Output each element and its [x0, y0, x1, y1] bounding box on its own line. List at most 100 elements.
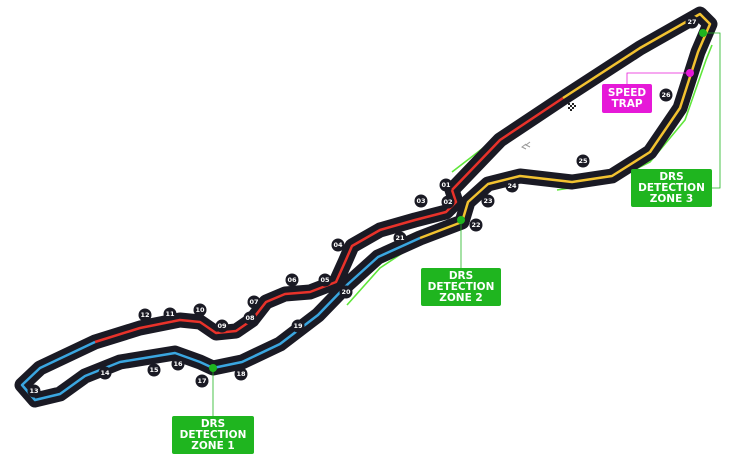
turn-marker-01: 01 — [439, 178, 453, 192]
turn-marker-circle — [331, 238, 345, 252]
turn-marker-circle — [659, 88, 673, 102]
speed-trap-point — [686, 69, 694, 77]
turn-marker-12: 12 — [138, 308, 152, 322]
turn-marker-circle — [291, 319, 305, 333]
turn-marker-17: 17 — [195, 374, 209, 388]
track-outline — [14, 6, 718, 408]
turn-marker-circle — [215, 319, 229, 333]
turn-number: 06 — [287, 276, 297, 284]
turn-number: 01 — [441, 181, 451, 189]
turn-number: 10 — [195, 306, 205, 314]
turn-number: 17 — [197, 377, 206, 385]
turn-marker-10: 10 — [193, 303, 207, 317]
turn-marker-circle — [393, 231, 407, 245]
drs-detection-zone-2-label: DRS DETECTION ZONE 2 — [421, 268, 501, 306]
turn-number: 14 — [100, 369, 110, 377]
drs-3-leader — [703, 32, 721, 189]
turn-marker-20: 20 — [339, 285, 353, 299]
turn-marker-03: 03 — [414, 194, 428, 208]
turn-marker-19: 19 — [291, 319, 305, 333]
label-line: SPEED — [607, 86, 647, 99]
label-line: DRS — [448, 269, 474, 282]
turn-number: 05 — [320, 276, 330, 284]
turn-marker-circle — [27, 384, 41, 398]
turn-marker-25: 25 — [576, 154, 590, 168]
turn-marker-05: 05 — [318, 273, 332, 287]
label-line: ZONE 3 — [649, 192, 694, 205]
turn-marker-04: 04 — [331, 238, 345, 252]
turn-marker-circle — [441, 195, 455, 209]
drs-detection-zone-3-label: DRS DETECTION ZONE 3 — [631, 169, 712, 207]
turn-marker-16: 16 — [171, 357, 185, 371]
turn-marker-circle — [193, 303, 207, 317]
sector-1-line — [94, 189, 458, 344]
turn-number: 15 — [149, 366, 159, 374]
turn-number: 21 — [395, 234, 405, 242]
turn-marker-07: 07 — [247, 295, 261, 309]
sector-1-line-straight — [451, 96, 564, 191]
callout-leader-lines — [209, 29, 721, 416]
turn-marker-22: 22 — [469, 218, 483, 232]
drs-detection-zone-1-label: DRS DETECTION ZONE 1 — [172, 416, 254, 454]
turn-marker-circle — [234, 367, 248, 381]
drs-1-detection-point — [209, 364, 217, 372]
turn-marker-02: 02 — [441, 195, 455, 209]
turn-marker-09: 09 — [215, 319, 229, 333]
turn-marker-24: 24 — [505, 179, 519, 193]
label-line: DETECTION — [179, 428, 247, 441]
turn-number: 20 — [341, 288, 351, 296]
turn-marker-06: 06 — [285, 273, 299, 287]
turn-number: 11 — [165, 310, 175, 318]
turn-marker-circle — [481, 194, 495, 208]
turn-number: 27 — [687, 18, 696, 26]
speed-trap-leader — [626, 72, 690, 84]
turn-marker-08: 08 — [243, 311, 257, 325]
turn-number: 04 — [333, 241, 343, 249]
turn-marker-circle — [163, 307, 177, 321]
speed-trap-label: SPEED TRAP — [602, 84, 652, 113]
turn-number: 18 — [236, 370, 246, 378]
turn-number: 24 — [507, 182, 517, 190]
turn-number: 19 — [293, 322, 303, 330]
turn-marker-26: 26 — [659, 88, 673, 102]
label-line: DETECTION — [427, 280, 495, 293]
turn-marker-circle — [505, 179, 519, 193]
chequered-flag-icon — [568, 103, 576, 111]
turn-number: 08 — [245, 314, 255, 322]
turn-marker-circle — [685, 15, 699, 29]
turn-marker-23: 23 — [481, 194, 495, 208]
turn-marker-13: 13 — [27, 384, 41, 398]
turn-number: 03 — [416, 197, 425, 205]
turn-number: 16 — [173, 360, 183, 368]
label-line: DETECTION — [638, 181, 705, 194]
turn-marker-14: 14 — [98, 366, 112, 380]
drs-2-detection-point — [457, 216, 465, 224]
turn-marker-circle — [171, 357, 185, 371]
turn-markers: 01 02 03 04 05 06 07 08 09 10 11 12 13 14 15 16 17 18 19 20… — [27, 15, 699, 398]
label-line: TRAP — [611, 97, 643, 110]
turn-marker-circle — [195, 374, 209, 388]
turn-marker-circle — [318, 273, 332, 287]
turn-number: 22 — [471, 221, 480, 229]
turn-number: 12 — [140, 311, 149, 319]
turn-number: 25 — [578, 157, 588, 165]
turn-marker-circle — [247, 295, 261, 309]
turn-marker-circle — [414, 194, 428, 208]
direction-chevrons-icon — [521, 141, 531, 150]
turn-marker-circle — [576, 154, 590, 168]
turn-marker-circle — [285, 273, 299, 287]
turn-number: 07 — [249, 298, 258, 306]
label-line: ZONE 2 — [439, 291, 483, 304]
turn-number: 13 — [29, 387, 38, 395]
label-line: DRS — [200, 417, 226, 430]
turn-marker-circle — [138, 308, 152, 322]
turn-marker-circle — [439, 178, 453, 192]
turn-marker-15: 15 — [147, 363, 161, 377]
turn-marker-circle — [469, 218, 483, 232]
turn-marker-circle — [339, 285, 353, 299]
drs-3-detection-point — [699, 29, 707, 37]
turn-marker-circle — [147, 363, 161, 377]
turn-marker-11: 11 — [163, 307, 177, 321]
turn-number: 09 — [217, 322, 227, 330]
